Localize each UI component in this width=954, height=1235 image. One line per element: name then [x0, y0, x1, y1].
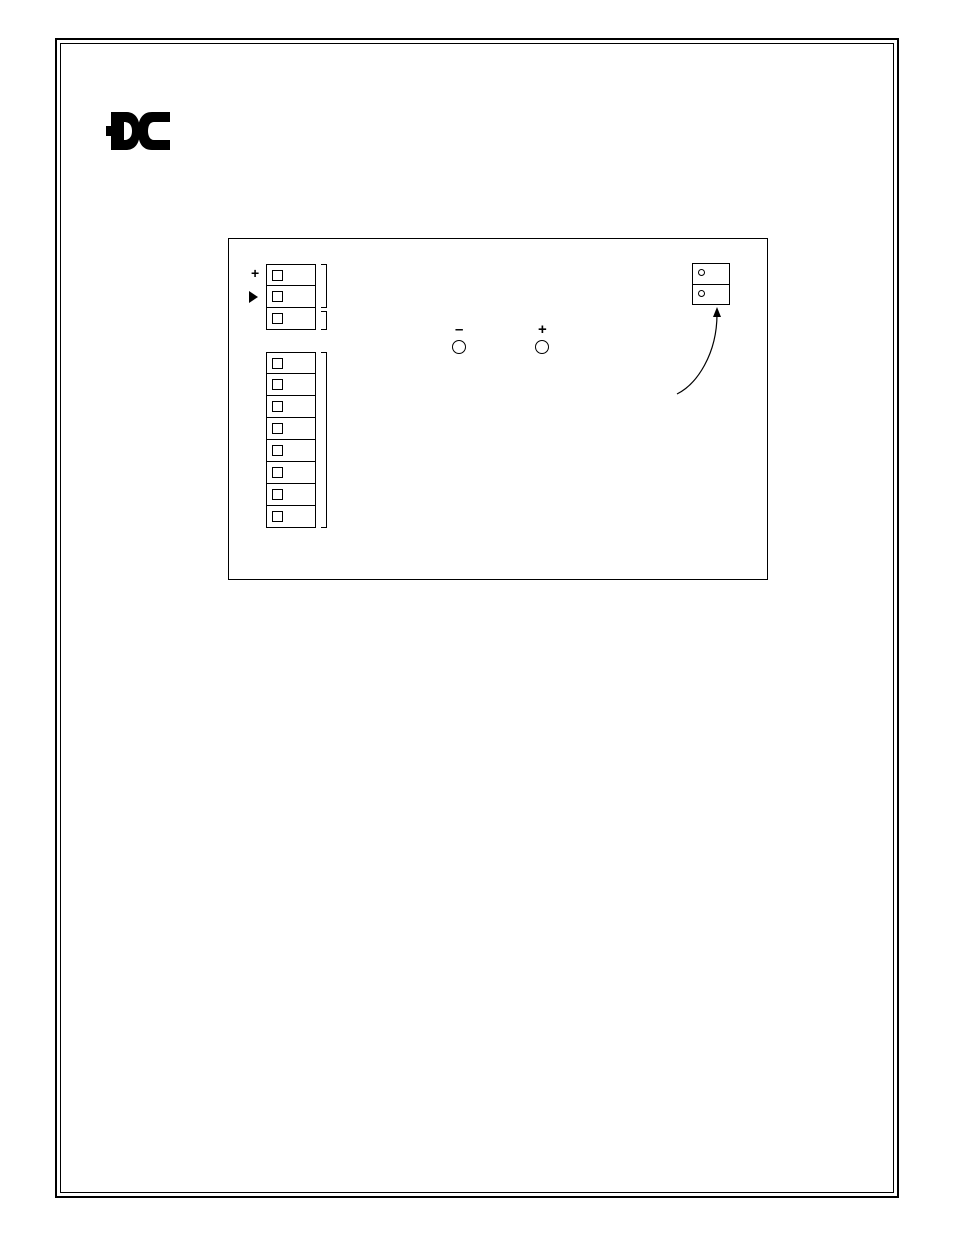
- test-point-minus-label: –: [455, 321, 463, 338]
- bracket: [321, 352, 327, 528]
- terminal-row: [266, 462, 316, 484]
- test-point-minus: [452, 340, 466, 354]
- terminal-row: [266, 264, 316, 286]
- screw-terminal: [272, 467, 283, 478]
- screw-terminal: [272, 511, 283, 522]
- terminal-row: [266, 374, 316, 396]
- screw-terminal: [272, 445, 283, 456]
- terminal-block-j1: [266, 264, 316, 330]
- screw-terminal: [272, 291, 283, 302]
- arrow-to-switch-icon: [667, 299, 737, 399]
- terminal-row: [266, 440, 316, 462]
- bracket: [321, 311, 327, 330]
- switch-dial: [698, 290, 705, 297]
- switch-divider: [693, 284, 729, 285]
- board-outline: + – +: [228, 238, 768, 580]
- terminal-triangle-symbol: [249, 291, 258, 303]
- screw-terminal: [272, 401, 283, 412]
- terminal-row: [266, 506, 316, 528]
- terminal-row: [266, 396, 316, 418]
- dc-logo-icon: [106, 112, 170, 150]
- screw-terminal: [272, 423, 283, 434]
- terminal-row: [266, 484, 316, 506]
- terminal-row: [266, 418, 316, 440]
- bracket: [321, 264, 327, 308]
- page-inner-border: [60, 43, 894, 1193]
- terminal-row: [266, 352, 316, 374]
- screw-terminal: [272, 313, 283, 324]
- terminal-row: [266, 308, 316, 330]
- test-point-plus-label: +: [538, 321, 547, 338]
- screw-terminal: [272, 358, 283, 369]
- terminal-plus-symbol: +: [251, 265, 259, 281]
- terminal-row: [266, 286, 316, 308]
- terminal-block-j2: [266, 352, 316, 528]
- test-point-plus: [535, 340, 549, 354]
- screw-terminal: [272, 270, 283, 281]
- screw-terminal: [272, 489, 283, 500]
- switch-dial: [698, 269, 705, 276]
- screw-terminal: [272, 379, 283, 390]
